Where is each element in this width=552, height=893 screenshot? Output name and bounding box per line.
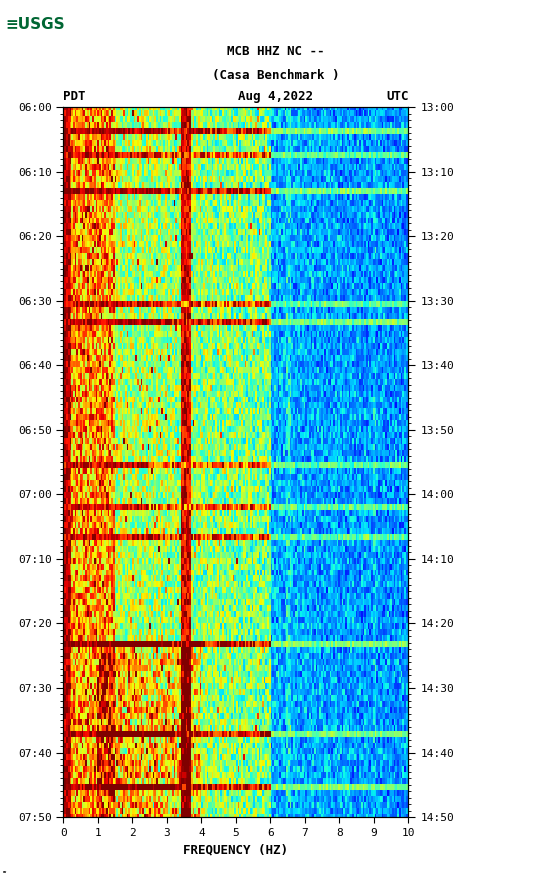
X-axis label: FREQUENCY (HZ): FREQUENCY (HZ) (183, 843, 289, 856)
Text: Aug 4,2022: Aug 4,2022 (238, 89, 314, 103)
Text: UTC: UTC (386, 89, 408, 103)
Text: (Casa Benchmark ): (Casa Benchmark ) (213, 69, 339, 82)
Text: MCB HHZ NC --: MCB HHZ NC -- (227, 45, 325, 58)
Text: ≡USGS: ≡USGS (6, 17, 65, 31)
Text: PDT: PDT (63, 89, 86, 103)
